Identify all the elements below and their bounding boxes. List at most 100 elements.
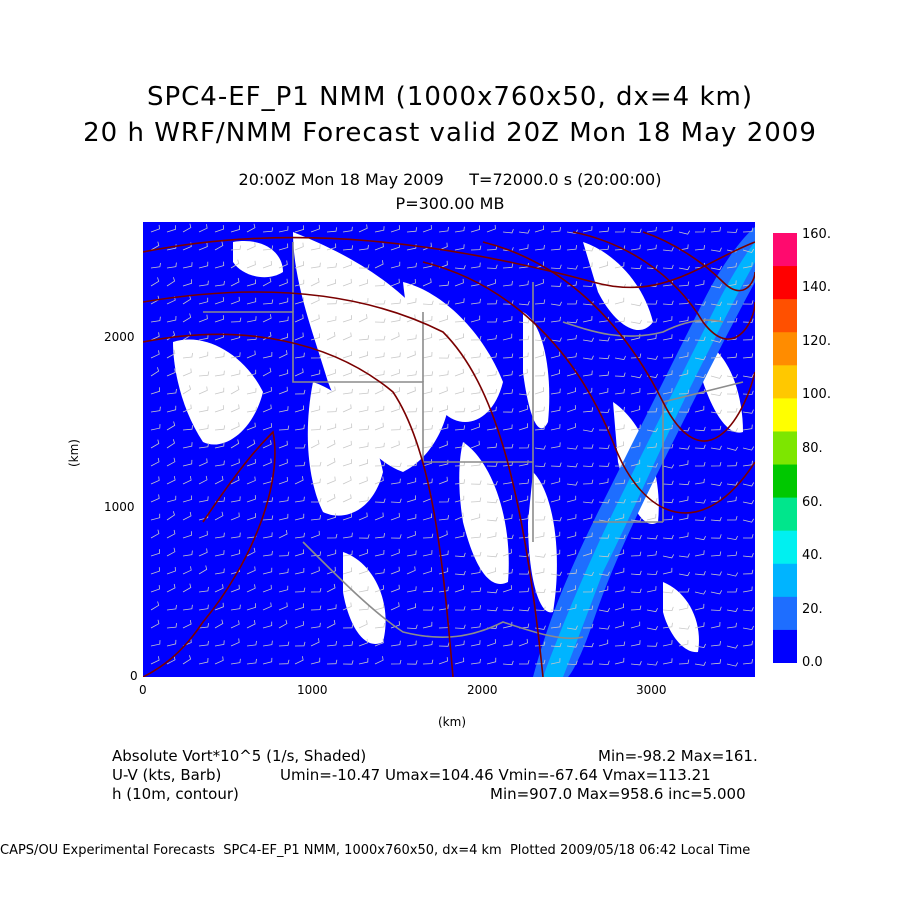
- wind-barb: [694, 405, 705, 413]
- wind-barb: [518, 443, 530, 449]
- wind-barb: [679, 587, 690, 593]
- wind-barb: [502, 280, 513, 287]
- wind-barb: [438, 315, 449, 323]
- wind-barb: [262, 584, 272, 593]
- wind-barb: [614, 297, 625, 305]
- wind-barb: [422, 533, 434, 539]
- wind-barb: [358, 620, 368, 629]
- wind-barb: [694, 227, 706, 233]
- wind-barb: [406, 227, 418, 233]
- wind-barb: [662, 300, 674, 306]
- wind-barb: [598, 499, 610, 504]
- wind-barb: [358, 638, 368, 647]
- wind-barb: [182, 511, 192, 521]
- wind-barb: [454, 317, 466, 323]
- wind-barb: [486, 462, 498, 467]
- wind-barb: [567, 300, 578, 305]
- wind-barb: [150, 406, 161, 413]
- wind-barb: [166, 405, 177, 413]
- wind-barb: [294, 225, 305, 233]
- wind-barb: [422, 550, 433, 557]
- wind-barb: [310, 461, 322, 467]
- wind-barb: [678, 389, 690, 395]
- wind-barb: [518, 638, 528, 647]
- wind-barb: [246, 406, 257, 413]
- wind-barb: [502, 660, 514, 666]
- wind-barb: [294, 352, 305, 359]
- wind-barb: [214, 297, 224, 305]
- wind-barb: [518, 229, 530, 234]
- wind-barb: [486, 498, 498, 504]
- wind-barb: [710, 247, 722, 252]
- wind-barb: [230, 458, 240, 467]
- wind-barb: [422, 640, 433, 647]
- wind-barb: [374, 568, 385, 575]
- wind-barb: [326, 641, 337, 647]
- wind-barb: [582, 337, 594, 342]
- wind-barb: [710, 461, 722, 467]
- wind-barb: [406, 640, 417, 647]
- wind-barb: [390, 369, 400, 377]
- wind-barb: [694, 535, 706, 541]
- wind-barb: [454, 265, 466, 270]
- wind-barb: [166, 262, 177, 269]
- wind-barb: [534, 299, 546, 305]
- wind-barb: [582, 315, 593, 323]
- wind-barb: [678, 571, 690, 577]
- wind-barb: [342, 494, 352, 503]
- wind-barb: [470, 352, 481, 359]
- wind-barb: [310, 605, 322, 611]
- wind-barb: [550, 549, 561, 557]
- wind-barb: [742, 482, 755, 487]
- wind-barb: [486, 406, 497, 413]
- wind-barb: [566, 423, 576, 431]
- wind-barb: [486, 481, 498, 486]
- wind-barb: [646, 428, 658, 433]
- wind-barb: [694, 643, 706, 648]
- wind-barb: [710, 265, 722, 271]
- colorbar-segment: [773, 398, 797, 432]
- wind-barb: [182, 425, 194, 431]
- wind-barb: [406, 334, 417, 341]
- wind-barb: [646, 570, 658, 576]
- wind-barb: [294, 587, 306, 593]
- wind-barb: [230, 476, 240, 485]
- wind-barb: [486, 588, 498, 594]
- wind-stats: Umin=-10.47 Umax=104.46 Vmin=-67.64 Vmax…: [280, 766, 711, 784]
- wind-barb: [742, 460, 753, 467]
- wind-barb: [454, 298, 465, 305]
- jet-vorticity-maximum: [533, 227, 755, 677]
- wind-barb: [518, 587, 530, 593]
- wind-barb: [422, 407, 434, 413]
- wind-barb: [358, 496, 369, 503]
- wind-barb: [694, 590, 707, 595]
- wind-barb: [502, 585, 512, 593]
- wind-barb: [550, 622, 561, 629]
- wind-barb: [278, 568, 289, 575]
- wind-barb: [374, 638, 384, 647]
- wind-barb: [662, 658, 673, 665]
- wind-barb: [294, 261, 305, 269]
- wind-barb: [262, 367, 272, 377]
- wind-barb: [214, 532, 225, 539]
- wind-barb: [726, 622, 737, 629]
- wind-barb: [598, 552, 610, 558]
- wind-barb: [166, 225, 177, 233]
- wind-barb: [310, 405, 321, 413]
- wind-barb: [342, 567, 352, 575]
- wind-barb: [246, 476, 256, 485]
- valid-time: 20:00Z Mon 18 May 2009 T=72000.0 s (20:0…: [238, 170, 662, 189]
- wind-barb: [502, 548, 512, 557]
- wind-barb: [726, 353, 738, 359]
- wind-barb: [742, 446, 755, 451]
- wind-barb: [470, 315, 481, 323]
- wind-barb: [470, 422, 480, 431]
- wind-barb: [486, 657, 497, 665]
- wind-barb: [694, 603, 705, 611]
- wind-barb: [374, 533, 385, 539]
- wind-barb: [630, 424, 641, 431]
- wind-barb: [518, 352, 529, 359]
- wind-barb: [374, 422, 384, 431]
- wind-barb: [406, 513, 417, 521]
- colorbar-segment: [773, 629, 797, 663]
